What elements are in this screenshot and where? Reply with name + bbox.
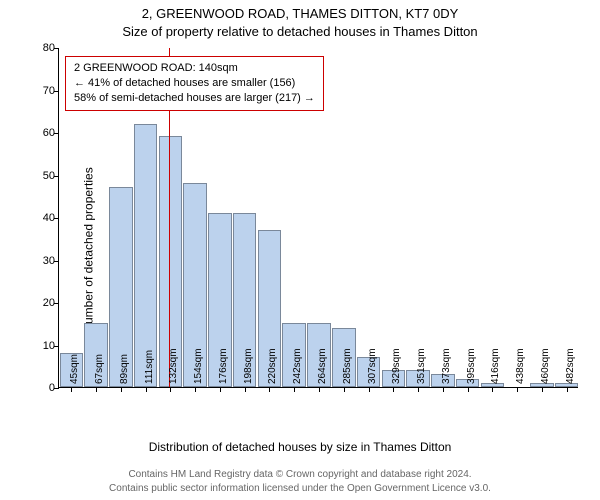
- y-tick-mark: [54, 346, 59, 347]
- x-tick-mark: [492, 387, 493, 392]
- x-tick-label: 132sqm: [168, 348, 179, 384]
- x-tick-mark: [542, 387, 543, 392]
- y-tick-mark: [54, 303, 59, 304]
- annotation-box: 2 GREENWOOD ROAD: 140sqm ← 41% of detach…: [65, 56, 324, 111]
- y-tick-mark: [54, 133, 59, 134]
- x-tick-label: 373sqm: [441, 348, 452, 384]
- x-tick-mark: [319, 387, 320, 392]
- x-axis-label: Distribution of detached houses by size …: [0, 440, 600, 454]
- x-tick-label: 111sqm: [144, 350, 155, 384]
- y-tick-mark: [54, 218, 59, 219]
- x-tick-label: 416sqm: [490, 348, 501, 384]
- y-tick-label: 80: [25, 42, 55, 54]
- y-tick-label: 30: [25, 255, 55, 267]
- x-tick-mark: [146, 387, 147, 392]
- histogram-chart: 2, GREENWOOD ROAD, THAMES DITTON, KT7 0D…: [0, 0, 600, 500]
- y-tick-label: 70: [25, 85, 55, 97]
- y-tick-label: 10: [25, 340, 55, 352]
- x-tick-label: 176sqm: [218, 348, 229, 384]
- footer-line1: Contains HM Land Registry data © Crown c…: [0, 469, 600, 480]
- x-tick-mark: [517, 387, 518, 392]
- x-tick-mark: [468, 387, 469, 392]
- annotation-line3: 58% of semi-detached houses are larger (…: [74, 91, 315, 106]
- y-tick-mark: [54, 261, 59, 262]
- chart-title-line1: 2, GREENWOOD ROAD, THAMES DITTON, KT7 0D…: [0, 6, 600, 21]
- annotation-line1: 2 GREENWOOD ROAD: 140sqm: [74, 61, 315, 76]
- y-tick-mark: [54, 91, 59, 92]
- x-tick-mark: [393, 387, 394, 392]
- y-tick-mark: [54, 48, 59, 49]
- x-tick-label: 351sqm: [416, 348, 427, 384]
- x-tick-label: 89sqm: [119, 354, 130, 384]
- x-tick-mark: [369, 387, 370, 392]
- x-tick-mark: [96, 387, 97, 392]
- annotation-line2: ← 41% of detached houses are smaller (15…: [74, 76, 315, 91]
- x-tick-mark: [418, 387, 419, 392]
- x-tick-mark: [245, 387, 246, 392]
- x-tick-mark: [344, 387, 345, 392]
- x-tick-mark: [443, 387, 444, 392]
- x-tick-mark: [71, 387, 72, 392]
- x-tick-label: 264sqm: [317, 348, 328, 384]
- y-tick-label: 60: [25, 127, 55, 139]
- y-tick-label: 20: [25, 297, 55, 309]
- chart-title-line2: Size of property relative to detached ho…: [0, 24, 600, 39]
- x-tick-label: 67sqm: [94, 354, 105, 384]
- plot-area: 2 GREENWOOD ROAD: 140sqm ← 41% of detach…: [58, 48, 578, 388]
- footer-line2: Contains public sector information licen…: [0, 483, 600, 494]
- x-tick-label: 220sqm: [267, 348, 278, 384]
- x-tick-label: 329sqm: [391, 348, 402, 384]
- y-tick-label: 50: [25, 170, 55, 182]
- x-tick-mark: [170, 387, 171, 392]
- x-tick-label: 460sqm: [540, 348, 551, 384]
- x-tick-mark: [220, 387, 221, 392]
- x-tick-label: 482sqm: [565, 348, 576, 384]
- x-tick-label: 198sqm: [243, 348, 254, 384]
- y-tick-label: 40: [25, 212, 55, 224]
- x-tick-label: 154sqm: [193, 348, 204, 384]
- x-tick-label: 45sqm: [69, 354, 80, 384]
- x-tick-label: 438sqm: [515, 348, 526, 384]
- x-tick-mark: [294, 387, 295, 392]
- x-tick-label: 242sqm: [292, 348, 303, 384]
- y-tick-label: 0: [25, 382, 55, 394]
- x-tick-label: 285sqm: [342, 348, 353, 384]
- x-tick-mark: [269, 387, 270, 392]
- x-tick-mark: [121, 387, 122, 392]
- y-tick-mark: [54, 176, 59, 177]
- histogram-bar: [134, 124, 158, 388]
- x-tick-mark: [567, 387, 568, 392]
- x-tick-label: 307sqm: [367, 348, 378, 384]
- x-tick-mark: [195, 387, 196, 392]
- x-tick-label: 395sqm: [466, 348, 477, 384]
- y-tick-mark: [54, 388, 59, 389]
